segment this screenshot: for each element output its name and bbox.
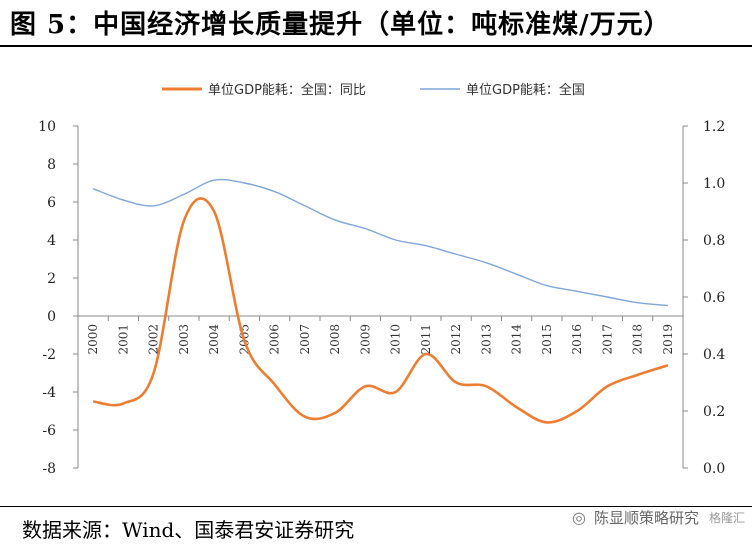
- title-rule: [0, 45, 752, 47]
- right-tick-label: 0.6: [703, 290, 725, 306]
- right-tick-label: 0.0: [703, 461, 725, 477]
- x-tick-label: 2019: [661, 324, 675, 355]
- left-tick-label: 6: [47, 195, 56, 211]
- left-tick-label: 4: [47, 233, 56, 249]
- x-tick-label: 2013: [479, 324, 493, 355]
- series-line-yoy: [92, 197, 669, 424]
- watermark: ◎ 陈显顺策略研究 格隆汇: [572, 507, 745, 528]
- x-tick-label: 2004: [207, 324, 221, 355]
- chart-axes: -8 -6 -4 -2 0 2 4 6 8 10 0.0 0.2 0.4 0.6 0.8 1.0 1.2 2000…: [38, 119, 725, 477]
- chart-series: [92, 178, 669, 424]
- right-tick-label: 0.4: [703, 347, 725, 363]
- x-tick-label: 2007: [298, 324, 312, 355]
- series-line-total: [92, 178, 668, 307]
- x-tick-label: 2017: [600, 324, 614, 355]
- left-tick-label: -6: [42, 423, 56, 439]
- x-tick-label: 2016: [570, 324, 584, 355]
- energy-intensity-chart: 单位GDP能耗：全国：同比 单位GDP能耗：全国 -8 -6 -4 -2 0 2 4 6 8 10 0…: [38, 82, 725, 477]
- x-tick-label: 2010: [389, 324, 403, 355]
- x-tick-label: 2006: [268, 324, 282, 355]
- left-tick-label: -4: [42, 385, 56, 401]
- left-tick-label: -8: [42, 461, 56, 477]
- x-tick-label: 2009: [358, 324, 372, 355]
- source-note: 数据来源：Wind、国泰君安证券研究: [22, 518, 355, 542]
- x-tick-label: 2000: [86, 324, 100, 355]
- left-tick-label: 2: [47, 271, 56, 287]
- x-tick-label: 2011: [419, 324, 433, 355]
- x-tick-label: 2003: [177, 324, 191, 355]
- source-rule: [0, 506, 752, 507]
- watermark-extra: 格隆汇: [708, 511, 745, 525]
- left-tick-label: 0: [47, 309, 56, 325]
- x-tick-label: 2015: [540, 324, 554, 355]
- right-tick-label: 0.8: [703, 233, 725, 249]
- left-tick-label: -2: [42, 347, 56, 363]
- chart-legend: 单位GDP能耗：全国：同比 单位GDP能耗：全国: [162, 82, 585, 98]
- x-tick-label: 2001: [116, 324, 130, 355]
- x-tick-label: 2018: [631, 324, 645, 355]
- watermark-text: 陈显顺策略研究: [593, 509, 699, 527]
- legend-label: 单位GDP能耗：全国：同比: [208, 82, 366, 98]
- x-tick-label: 2014: [510, 324, 524, 355]
- right-tick-label: 1.0: [703, 176, 725, 192]
- right-tick-label: 1.2: [703, 119, 725, 135]
- left-tick-label: 8: [47, 157, 56, 173]
- wechat-icon: ◎: [572, 508, 586, 527]
- x-tick-label: 2012: [449, 324, 463, 355]
- x-tick-label: 2008: [328, 324, 342, 355]
- figure-title: 图 5：中国经济增长质量提升（单位：吨标准煤/万元）: [10, 10, 671, 40]
- legend-label: 单位GDP能耗：全国: [466, 82, 585, 98]
- left-tick-label: 10: [38, 119, 56, 135]
- right-tick-label: 0.2: [703, 404, 725, 420]
- x-tick-label: 2002: [147, 324, 161, 355]
